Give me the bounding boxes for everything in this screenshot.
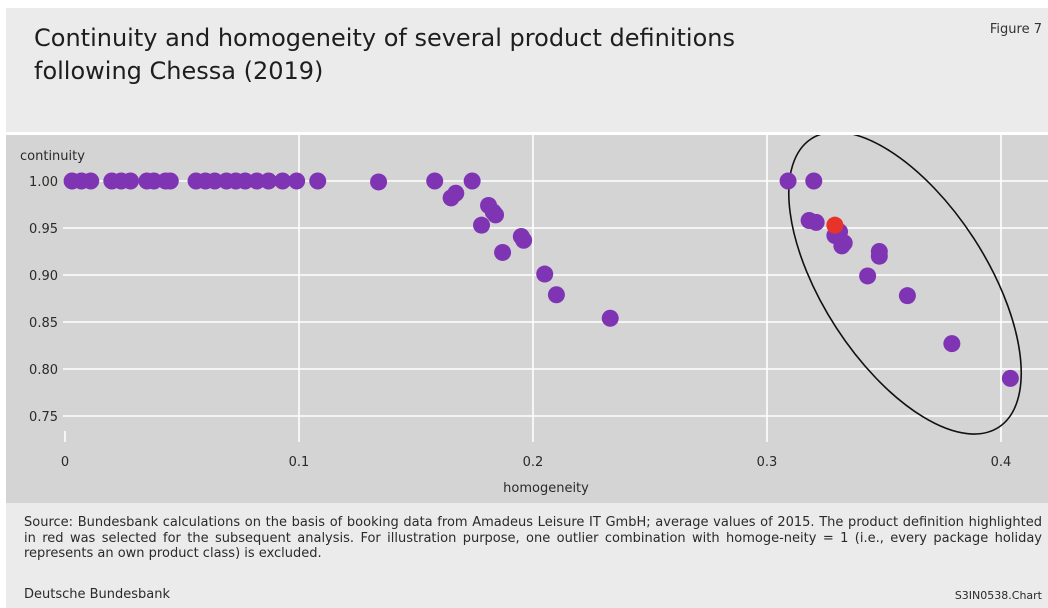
data-point bbox=[870, 247, 888, 265]
scatter-chart: 0.75 0.80 0.85 0.90 0.95 1.00 0 0.1 0.2 0.3 0.4 co… bbox=[6, 135, 1048, 503]
data-point bbox=[601, 309, 619, 327]
data-point bbox=[370, 173, 388, 191]
figure-number: Figure 7 bbox=[989, 22, 1042, 37]
data-point bbox=[859, 267, 877, 285]
axes: 0.75 0.80 0.85 0.90 0.95 1.00 0 0.1 0.2 0.3 0.4 bbox=[29, 175, 1011, 470]
chart-header: Continuity and homogeneity of several pr… bbox=[6, 8, 1048, 132]
data-point bbox=[236, 172, 254, 190]
data-point bbox=[805, 172, 823, 190]
data-points bbox=[63, 172, 1019, 387]
data-point bbox=[248, 172, 266, 190]
chart-code: S3IN0538.Chart bbox=[954, 589, 1042, 602]
chart-title: Continuity and homogeneity of several pr… bbox=[34, 22, 794, 88]
y-tick-label: 1.00 bbox=[29, 175, 58, 190]
chart-title-line-1: Continuity and homogeneity of several pr… bbox=[34, 24, 735, 52]
data-point bbox=[833, 237, 851, 255]
data-point bbox=[547, 286, 565, 304]
data-point bbox=[145, 172, 163, 190]
y-axis-label: continuity bbox=[20, 149, 85, 164]
data-point bbox=[309, 172, 327, 190]
plot-background bbox=[6, 135, 1048, 503]
data-point bbox=[260, 172, 278, 190]
y-tick-label: 0.90 bbox=[29, 269, 58, 284]
x-tick-label: 0.2 bbox=[523, 455, 544, 470]
y-tick-label: 0.85 bbox=[29, 316, 58, 331]
data-point bbox=[442, 189, 460, 207]
y-tick-label: 0.75 bbox=[29, 410, 58, 425]
data-point bbox=[1001, 369, 1019, 387]
y-tick-label: 0.95 bbox=[29, 222, 58, 237]
data-point bbox=[161, 172, 179, 190]
chart-footer: Source: Bundesbank calculations on the b… bbox=[6, 503, 1048, 608]
chart-title-line-2: following Chessa (2019) bbox=[34, 57, 324, 85]
data-point bbox=[463, 172, 481, 190]
data-point bbox=[898, 287, 916, 305]
data-point bbox=[536, 265, 554, 283]
data-point bbox=[515, 231, 533, 249]
data-point bbox=[82, 172, 100, 190]
data-point bbox=[122, 172, 140, 190]
data-point bbox=[487, 206, 505, 224]
x-tick-label: 0.3 bbox=[757, 455, 778, 470]
chart-panel: 0.75 0.80 0.85 0.90 0.95 1.00 0 0.1 0.2 0.3 0.4 co… bbox=[6, 135, 1048, 503]
data-point bbox=[288, 172, 306, 190]
x-tick-label: 0 bbox=[61, 455, 69, 470]
x-tick-label: 0.1 bbox=[289, 455, 310, 470]
x-axis-label: homogeneity bbox=[503, 481, 589, 496]
data-point bbox=[943, 335, 961, 353]
data-point bbox=[274, 172, 292, 190]
y-tick-label: 0.80 bbox=[29, 363, 58, 378]
publisher-name: Deutsche Bundesbank bbox=[24, 587, 171, 602]
highlighted-data-point bbox=[826, 216, 844, 234]
highlight-ellipse bbox=[787, 135, 1023, 435]
data-point bbox=[494, 243, 512, 261]
data-point bbox=[473, 216, 491, 234]
data-point bbox=[206, 172, 224, 190]
data-point bbox=[779, 172, 797, 190]
data-point bbox=[807, 213, 825, 231]
data-point bbox=[426, 172, 444, 190]
source-note: Source: Bundesbank calculations on the b… bbox=[24, 515, 1042, 561]
x-tick-label: 0.4 bbox=[991, 455, 1012, 470]
